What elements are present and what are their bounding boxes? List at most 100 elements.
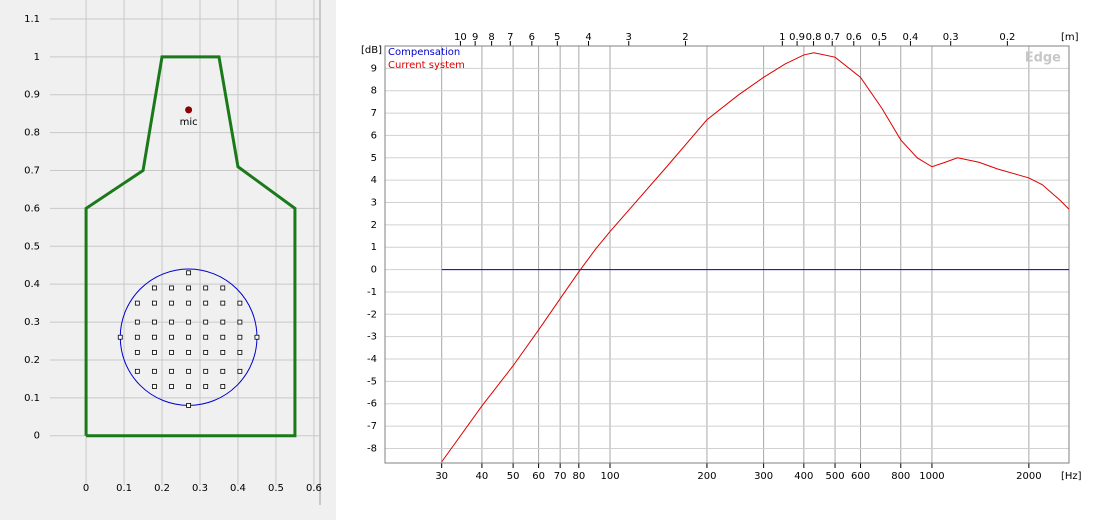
point — [203, 349, 209, 355]
point — [220, 334, 226, 340]
x2-tick-label: 1 — [779, 32, 785, 43]
x-tick-label: 0.2 — [154, 483, 170, 494]
point — [117, 334, 123, 340]
y-tick-label: 6 — [371, 130, 377, 141]
point — [186, 349, 192, 355]
point — [169, 384, 174, 389]
y-tick-label: 5 — [371, 153, 377, 164]
point — [186, 334, 192, 340]
x-tick-label: 0.5 — [268, 483, 284, 494]
outline — [84, 55, 297, 438]
point — [203, 384, 209, 389]
x2-tick-label: 0.2 — [999, 32, 1015, 43]
x2-tick-label: 3 — [626, 32, 632, 43]
point — [237, 334, 243, 340]
y-tick-label: -2 — [367, 309, 377, 320]
point — [186, 403, 192, 408]
x-tick-label: 0.6 — [306, 483, 322, 494]
point — [134, 319, 140, 325]
point — [186, 368, 192, 374]
legend-entry: Compensation — [388, 47, 460, 58]
point — [186, 384, 192, 389]
x-tick-label: 400 — [794, 471, 813, 482]
point — [169, 349, 174, 355]
y-tick-label: 1 — [371, 242, 377, 253]
point — [220, 300, 226, 306]
y-tick-label: 2 — [371, 220, 377, 231]
y-tick-label: 0.5 — [24, 241, 40, 252]
plot-border — [384, 45, 1070, 464]
left-panel — [0, 0, 336, 520]
mic-label: mic — [180, 117, 198, 128]
x-tick-label: 300 — [754, 471, 773, 482]
y-tick-label: -1 — [367, 287, 377, 298]
point — [169, 300, 174, 306]
y-tick-label: 8 — [371, 86, 377, 97]
x-tick-label: 70 — [554, 471, 567, 482]
x2-tick-label: 7 — [507, 32, 513, 43]
point — [237, 368, 243, 374]
point — [203, 368, 209, 374]
point — [169, 334, 174, 340]
point — [237, 349, 243, 355]
point — [152, 368, 157, 374]
point — [152, 319, 157, 325]
x-tick-label: 800 — [891, 471, 910, 482]
legend-entry: Current system — [388, 60, 465, 71]
point — [220, 368, 226, 374]
x-tick-label: 0 — [83, 483, 89, 494]
x2-tick-label: 0.4 — [903, 32, 919, 43]
y-tick-label: -7 — [367, 421, 377, 432]
y-tick-label: 0 — [371, 265, 377, 276]
y-tick-label: 0.9 — [24, 90, 40, 101]
point — [152, 285, 157, 291]
point — [220, 285, 226, 291]
y-tick-label: -5 — [367, 376, 377, 387]
x-tick-label: 50 — [507, 471, 520, 482]
y-unit: [dB] — [361, 45, 382, 56]
y-tick-label: 4 — [371, 175, 377, 186]
y-tick-label: -3 — [367, 332, 377, 343]
x2-tick-label: 4 — [585, 32, 591, 43]
mic — [185, 106, 193, 114]
x-unit: [Hz] — [1061, 471, 1082, 482]
point — [220, 384, 226, 389]
x2-tick-label: 2 — [682, 32, 688, 43]
point — [169, 368, 174, 374]
x-tick-label: 500 — [825, 471, 844, 482]
point — [203, 285, 209, 291]
point — [169, 285, 174, 291]
x2-tick-label: 10 — [454, 32, 467, 43]
x2-tick-label: 0.3 — [943, 32, 959, 43]
y-tick-label: 7 — [371, 108, 377, 119]
right-panel — [336, 0, 1096, 520]
y-tick-label: 0.2 — [24, 355, 40, 366]
point — [152, 334, 157, 340]
y-tick-label: -6 — [367, 399, 377, 410]
point — [186, 300, 192, 306]
x2-unit: [m] — [1061, 32, 1079, 43]
y-tick-label: 0 — [34, 431, 40, 442]
point — [186, 319, 192, 325]
point — [186, 285, 192, 291]
x-tick-label: 200 — [697, 471, 716, 482]
point — [169, 319, 174, 325]
x-tick-label: 80 — [572, 471, 585, 482]
y-tick-label: 0.6 — [24, 203, 40, 214]
x2-tick-label: 5 — [554, 32, 560, 43]
point — [203, 319, 209, 325]
point — [254, 334, 260, 340]
x-tick-label: 0.3 — [192, 483, 208, 494]
y-tick-label: 0.7 — [24, 166, 40, 177]
point — [237, 319, 243, 325]
point — [237, 300, 243, 306]
point — [203, 334, 209, 340]
y-tick-label: -4 — [367, 354, 377, 365]
y-tick-label: 9 — [371, 63, 377, 74]
point — [186, 270, 192, 276]
x2-tick-label: 0.8 — [806, 32, 822, 43]
y-tick-label: 0.8 — [24, 128, 40, 139]
x-tick-label: 0.1 — [116, 483, 132, 494]
x2-tick-label: 9 — [472, 32, 478, 43]
